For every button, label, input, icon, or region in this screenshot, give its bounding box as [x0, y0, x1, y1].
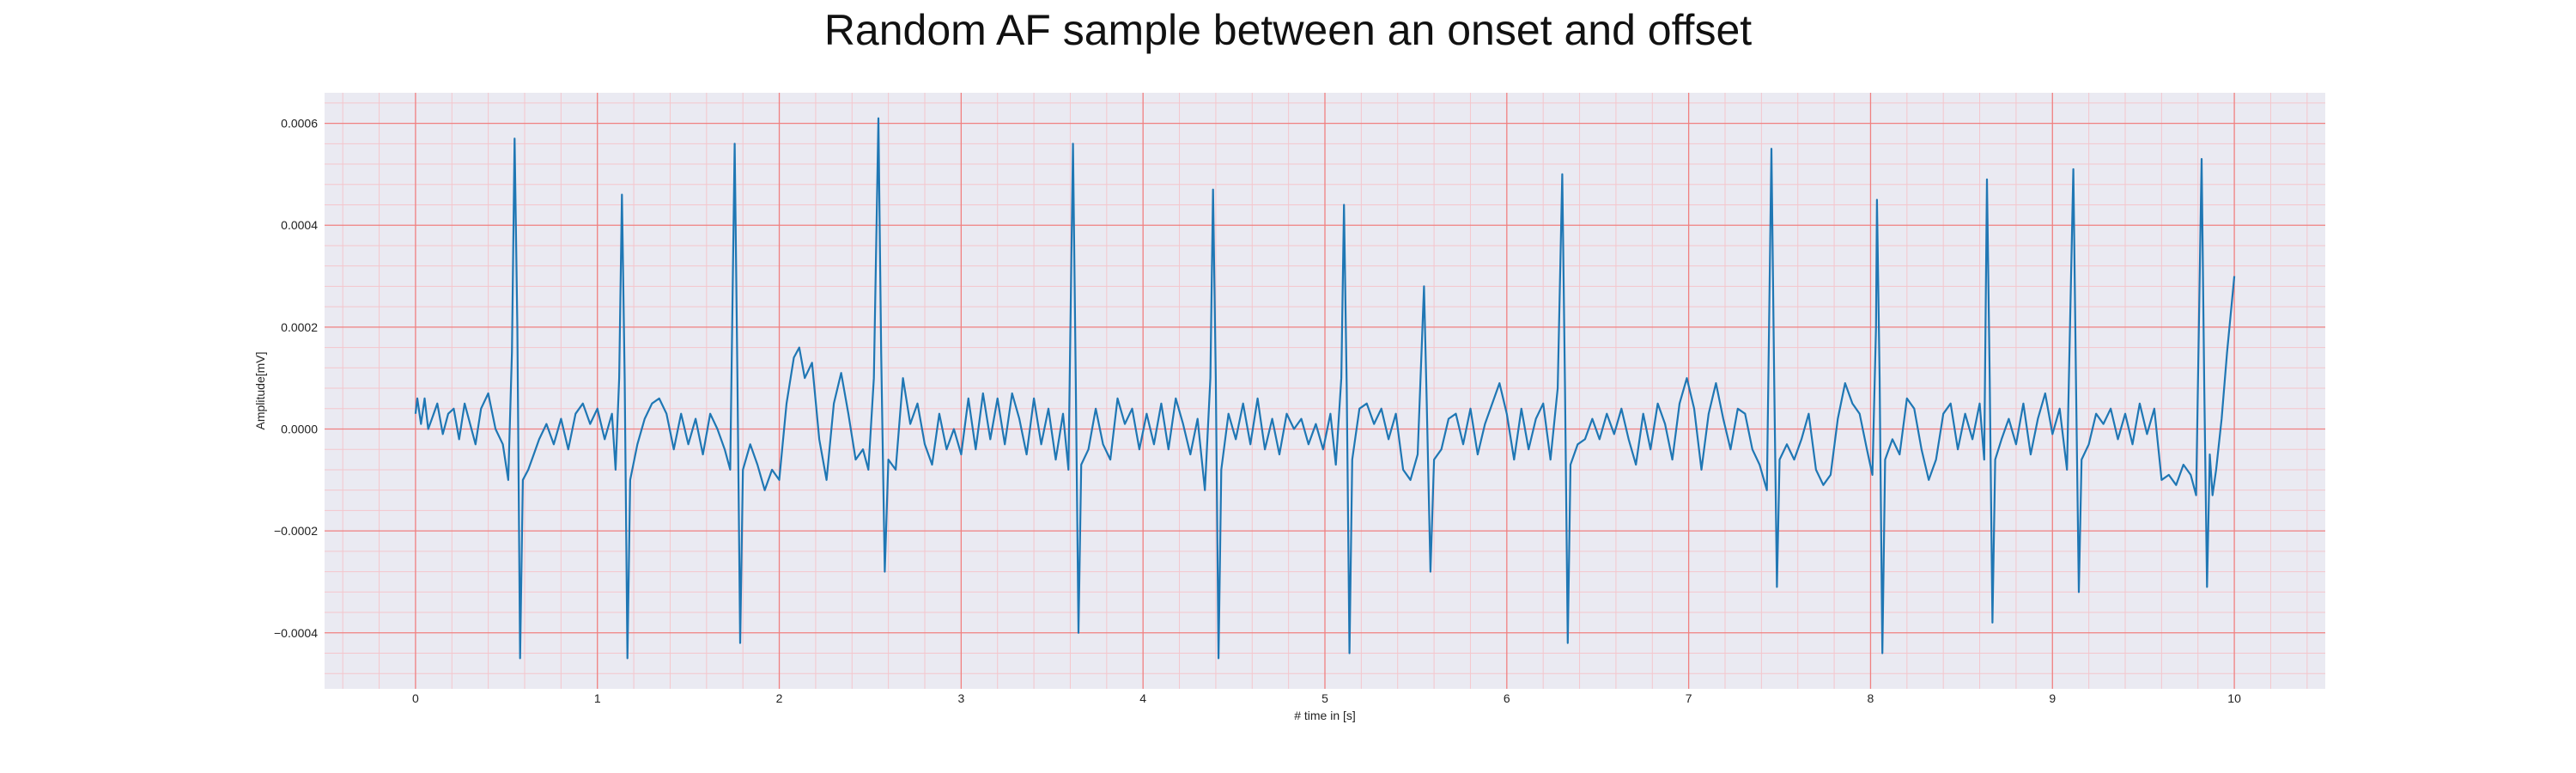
x-tick-label: 4 [1139, 691, 1146, 705]
y-tick-label: 0.0000 [281, 422, 318, 435]
y-axis-ticks: −0.0004 −0.0002 0.0000 0.0002 0.0004 0.0006 [274, 117, 318, 640]
x-tick-label: 5 [1321, 691, 1328, 705]
y-tick-label: 0.0006 [281, 117, 318, 131]
x-tick-label: 7 [1686, 691, 1692, 705]
x-tick-label: 3 [957, 691, 964, 705]
y-tick-label: 0.0004 [281, 218, 318, 232]
x-tick-label: 9 [2049, 691, 2056, 705]
y-tick-label: −0.0004 [274, 626, 318, 640]
x-tick-label: 8 [1868, 691, 1874, 705]
x-axis-ticks: 0 1 2 3 4 5 6 7 8 9 10 [412, 691, 2241, 705]
signal-line [414, 117, 2236, 660]
y-tick-label: −0.0002 [274, 524, 318, 538]
major-grid [325, 93, 2325, 689]
y-tick-label: 0.0002 [281, 320, 318, 334]
x-axis-label: # time in [s] [1294, 709, 1356, 722]
chart-title: Random AF sample between an onset and of… [823, 6, 1753, 54]
y-axis-label: Amplitude[mV] [253, 351, 267, 429]
x-tick-label: 6 [1504, 691, 1510, 705]
x-tick-label: 0 [412, 691, 419, 705]
x-tick-label: 1 [594, 691, 601, 705]
x-tick-label: 10 [2227, 691, 2241, 705]
x-tick-label: 2 [776, 691, 783, 705]
